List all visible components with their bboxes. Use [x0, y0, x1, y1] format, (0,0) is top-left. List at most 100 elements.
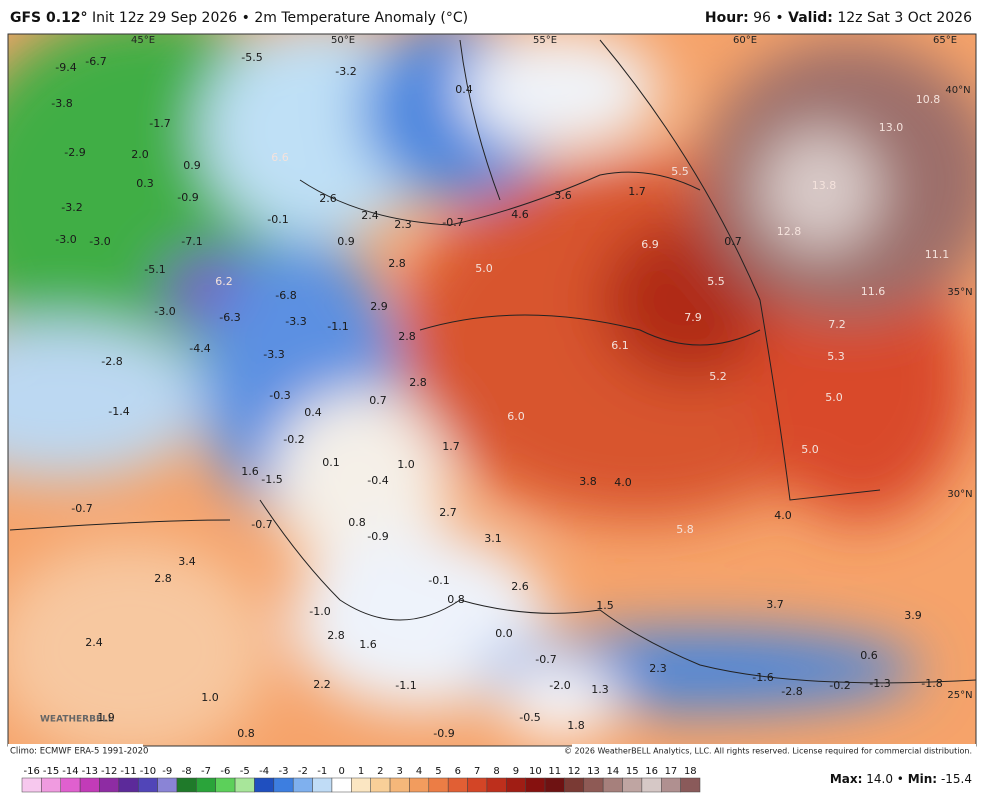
anomaly-label: -0.5	[519, 711, 540, 724]
anomaly-label: -0.4	[367, 474, 388, 487]
climo: Climo: ECMWF ERA-5 1991-2020	[10, 747, 148, 757]
grid-label: 40°N	[945, 85, 970, 96]
anomaly-label: -1.6	[752, 671, 773, 684]
anomaly-label: -5.5	[241, 51, 262, 64]
anomaly-label: 2.8	[409, 376, 427, 389]
anomaly-label: 0.3	[136, 177, 154, 190]
grid-label: 35°N	[947, 287, 972, 298]
header-right: Hour: 96 • Valid: 12z Sat 3 Oct 2026	[705, 10, 972, 26]
colorbar-tick-label: 1	[358, 766, 364, 777]
min-label: Min:	[908, 772, 937, 786]
anomaly-label: 3.8	[579, 475, 597, 488]
colorbar-tick-label: -5	[240, 766, 250, 777]
anomaly-label: -1.5	[261, 473, 282, 486]
colorbar-cell	[544, 777, 565, 793]
grid-label: 65°E	[933, 35, 957, 46]
colorbar-cell	[467, 777, 488, 793]
anomaly-label: 1.0	[201, 691, 219, 704]
anomaly-label: -1.7	[149, 117, 170, 130]
colorbar-cell	[622, 777, 643, 793]
anomaly-label: 5.0	[825, 391, 843, 404]
borders	[9, 39, 976, 684]
anomaly-label: 10.8	[916, 93, 941, 106]
anomaly-label: -0.9	[433, 727, 454, 740]
anomaly-label: 1.6	[359, 638, 377, 651]
colorbar-cell	[79, 777, 100, 793]
colorbar-cell	[409, 777, 430, 793]
anomaly-label: -1.3	[869, 677, 890, 690]
anomaly-label: -6.3	[219, 311, 240, 324]
colorbar-tick-label: 5	[435, 766, 441, 777]
anomaly-label: 0.4	[304, 406, 322, 419]
colorbar-tick-label: 15	[626, 766, 639, 777]
anomaly-label: 4.0	[774, 509, 792, 522]
colorbar-tick-label: -13	[82, 766, 98, 777]
anomaly-label: -2.8	[781, 685, 802, 698]
anomaly-label: 2.3	[394, 218, 412, 231]
copyright: © 2026 WeatherBELL Analytics, LLC. All r…	[564, 747, 972, 756]
anomaly-label: 1.9	[97, 711, 115, 724]
climo-bg	[8, 744, 143, 757]
anomaly-label: 6.0	[507, 410, 525, 423]
colorbar-cell	[215, 777, 236, 793]
anomaly-label: 0.7	[724, 235, 742, 248]
anomaly-label: -1.1	[327, 320, 348, 333]
anomaly-label: -0.2	[283, 433, 304, 446]
copyright-bg	[572, 744, 976, 757]
min: -15.4	[941, 772, 972, 786]
colorbar-cell	[331, 777, 352, 793]
anomaly-label: 2.2	[313, 678, 331, 691]
anomaly-label: -2.8	[101, 355, 122, 368]
anomaly-label: 12.8	[777, 225, 802, 238]
colorbar-tick-label: -11	[120, 766, 136, 777]
colorbar-cell	[137, 777, 158, 793]
anomaly-label: 3.1	[484, 532, 502, 545]
colorbar-cell	[176, 777, 197, 793]
anomaly-label: 2.6	[319, 192, 337, 205]
anomaly-label: 5.2	[709, 370, 727, 383]
anomaly-label: 3.4	[178, 555, 196, 568]
colorbar-cell	[254, 777, 275, 793]
max-min: Max: 14.0 • Min: -15.4	[830, 772, 972, 786]
colorbar-tick-label: -10	[140, 766, 156, 777]
colorbar-tick-label: -15	[43, 766, 59, 777]
anomaly-label: -3.3	[285, 315, 306, 328]
colorbar-tick-label: 3	[397, 766, 403, 777]
anomaly-label: 1.0	[397, 458, 415, 471]
anomaly-label: 5.8	[676, 523, 694, 536]
anomaly-label: 2.8	[388, 257, 406, 270]
map-field	[8, 34, 976, 746]
anomaly-label: 3.9	[904, 609, 922, 622]
anomaly-label: -1.1	[395, 679, 416, 692]
anomaly-label: 7.2	[828, 318, 846, 331]
hour: 96	[753, 10, 771, 26]
anomaly-label: 1.6	[241, 465, 259, 478]
anomaly-label: 2.8	[327, 629, 345, 642]
colorbar-cell	[680, 777, 701, 793]
colorbar-tick-label: 16	[645, 766, 658, 777]
anomaly-label: 2.3	[649, 662, 667, 675]
anomaly-label: 1.7	[442, 440, 460, 453]
colorbar-cell	[506, 777, 526, 793]
anomaly-label: 3.6	[554, 189, 572, 202]
anomaly-label: -1.0	[309, 605, 330, 618]
anomaly-label: 2.0	[131, 148, 149, 161]
anomaly-label: 6.2	[215, 275, 233, 288]
colorbar-cell	[351, 777, 371, 793]
separator: •	[897, 772, 904, 786]
colorbar-tick-label: -14	[62, 766, 78, 777]
colorbar-cell	[370, 777, 391, 793]
colorbar-cell	[21, 777, 42, 793]
valid-label: Valid:	[788, 10, 833, 26]
anomaly-label: -3.2	[61, 201, 82, 214]
anomaly-label: 0.9	[183, 159, 201, 172]
anomaly-label: -3.0	[89, 235, 110, 248]
anomaly-label: -0.7	[71, 502, 92, 515]
anomaly-label: -0.3	[269, 389, 290, 402]
anomaly-label: 5.5	[707, 275, 725, 288]
colorbar-cell	[41, 777, 61, 793]
anomaly-label: 5.3	[827, 350, 845, 363]
colorbar-cell	[157, 777, 178, 793]
colorbar-cell	[486, 777, 507, 793]
colorbar-cell	[389, 777, 410, 793]
